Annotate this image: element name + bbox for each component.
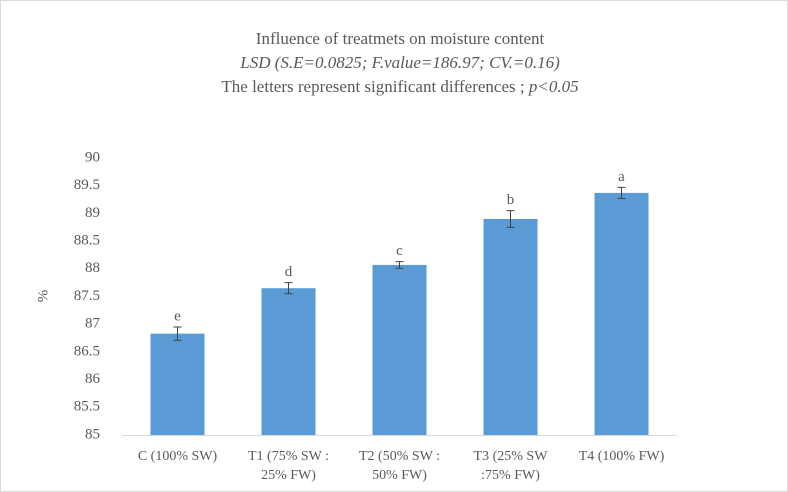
error-bar	[506, 210, 515, 228]
y-tick-label: 86.5	[74, 343, 100, 359]
bar	[150, 333, 205, 435]
bar	[261, 288, 316, 435]
y-tick-label: 89	[85, 205, 100, 221]
y-tick-label: 86	[85, 371, 101, 387]
bar	[594, 192, 649, 435]
x-tick-label: T4 (100% FW)	[578, 449, 665, 464]
x-tick-label: T1 (75% SW : 25% FW)	[247, 449, 329, 483]
y-tick-label: 89.5	[74, 177, 100, 193]
significance-letter: c	[396, 243, 403, 259]
significance-letter: e	[174, 308, 181, 324]
chart-subtitle: LSD (S.E=0.0825; F.value=186.97; CV.=0.1…	[239, 53, 560, 72]
chart-title: Influence of treatmets on moisture conte…	[256, 29, 545, 48]
x-tick-label: T2 (50% SW : 50% FW)	[358, 449, 440, 483]
y-tick-label: 85.5	[74, 399, 100, 415]
significance-letter: b	[507, 192, 515, 208]
significance-letter: a	[618, 169, 625, 185]
error-bar	[284, 282, 293, 295]
error-bar	[395, 261, 404, 269]
y-tick-label: 85	[85, 426, 100, 442]
bar	[372, 264, 427, 435]
y-tick-label: 87.5	[74, 288, 100, 304]
y-axis-label: %	[35, 290, 51, 303]
x-tick-label: T3 (25% SW :75% FW)	[473, 449, 548, 483]
note: The letters represent significant differ…	[221, 77, 578, 96]
error-bar	[173, 326, 182, 341]
bar	[483, 218, 538, 435]
y-tick-label: 88	[85, 260, 100, 276]
y-tick-label: 90	[85, 149, 100, 165]
significance-letter: d	[285, 264, 293, 280]
note-p: p<0.05	[528, 77, 579, 96]
note-text: The letters represent significant differ…	[221, 77, 524, 96]
y-tick-label: 88.5	[74, 233, 100, 249]
error-bar	[617, 186, 626, 199]
y-tick-label: 87	[85, 316, 101, 332]
x-tick-label: C (100% SW)	[137, 449, 218, 464]
